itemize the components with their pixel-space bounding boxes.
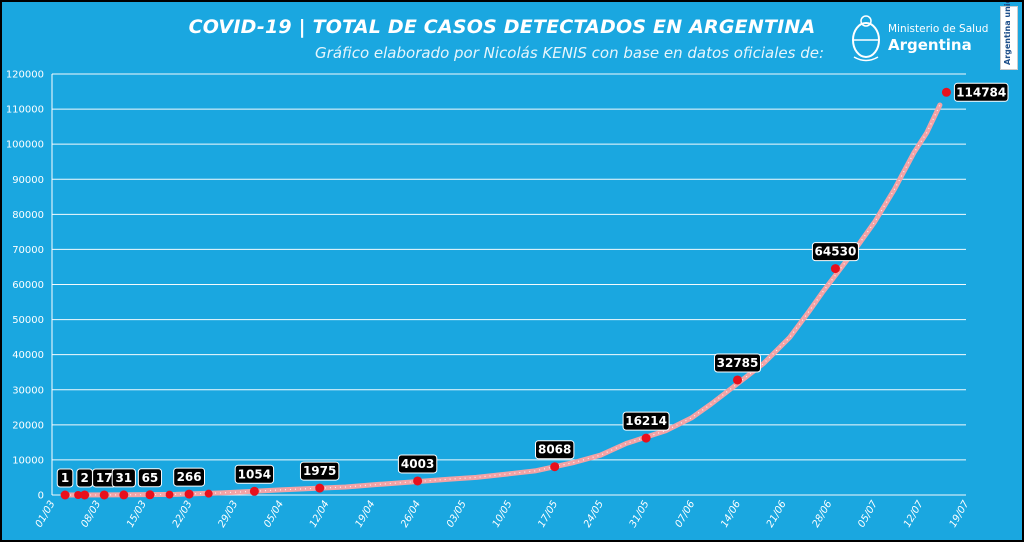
x-tick-label: 15/03 [125, 499, 149, 529]
y-tick-label: 60000 [12, 280, 44, 291]
y-tick-label: 20000 [12, 420, 44, 431]
data-label: 1 [61, 471, 69, 485]
x-tick-label: 14/06 [719, 499, 743, 529]
data-label-box [111, 468, 136, 488]
chart-title: COVID-19 | TOTAL DE CASOS DETECTADOS EN … [188, 16, 816, 38]
series-layer [60, 87, 951, 500]
data-label: 1054 [238, 467, 271, 481]
data-point-marker [550, 462, 560, 472]
data-label: 2 [80, 471, 88, 485]
data-label: 8068 [538, 443, 571, 457]
x-tick-label: 19/07 [948, 498, 972, 529]
y-tick-label: 110000 [6, 105, 44, 116]
data-label: 1975 [303, 464, 336, 478]
y-axis-ticks: 0 10000 20000 30000 40000 50000 60000 70000 8000… [6, 70, 44, 502]
data-point-marker [74, 490, 83, 499]
data-label-box [299, 461, 340, 481]
data-label: 16214 [625, 414, 667, 428]
x-tick-label: 21/06 [765, 499, 789, 529]
series-line [62, 102, 943, 498]
data-point-marker [145, 490, 155, 500]
x-tick-label: 24/05 [582, 499, 606, 529]
data-label-box [56, 468, 74, 488]
x-tick-label: 19/04 [354, 499, 378, 529]
data-point-marker [249, 486, 259, 496]
data-label-box [397, 454, 438, 474]
x-tick-label: 12/04 [308, 499, 332, 529]
data-point-marker [641, 433, 651, 443]
x-tick-label: 03/05 [445, 499, 469, 529]
y-tick-label: 40000 [12, 350, 44, 361]
data-label: 4003 [401, 457, 434, 471]
grid-lines [51, 73, 966, 496]
y-tick-label: 80000 [12, 210, 44, 221]
x-tick-label: 31/05 [628, 499, 652, 529]
data-label-box [714, 353, 761, 373]
ministry-logo: Ministerio de Salud Argentina [848, 12, 998, 68]
data-label: 65 [142, 471, 159, 485]
side-badge: Argentina unida [1000, 2, 1018, 70]
data-point-marker [315, 483, 325, 493]
data-label-box [622, 411, 670, 431]
data-label-box [173, 467, 205, 487]
chart-subtitle: Gráfico elaborado por Nicolás KENIS con … [315, 44, 824, 62]
x-tick-label: 17/05 [536, 499, 560, 529]
data-point-marker [184, 489, 194, 499]
data-label: 32785 [717, 356, 759, 370]
y-tick-label: 0 [38, 491, 44, 502]
data-point-marker [99, 490, 109, 500]
x-tick-label: 05/07 [856, 498, 880, 529]
x-tick-label: 29/03 [216, 499, 240, 529]
x-tick-label: 01/03 [34, 499, 58, 529]
data-point-marker [60, 490, 70, 500]
x-tick-label: 10/05 [491, 499, 515, 529]
x-tick-label: 08/03 [79, 499, 103, 529]
y-tick-label: 50000 [12, 315, 44, 326]
data-point-marker [204, 489, 213, 498]
data-label: 114784 [956, 85, 1006, 99]
y-tick-label: 90000 [12, 175, 44, 186]
x-tick-label: 05/04 [262, 499, 286, 529]
data-point-marker [830, 264, 840, 274]
data-label-box [535, 440, 575, 460]
x-tick-label: 26/04 [399, 499, 423, 529]
data-label: 17 [96, 471, 113, 485]
data-point-marker [165, 490, 174, 499]
logo-ministry-text: Ministerio de Salud [888, 23, 989, 35]
argentina-coat-of-arms-icon [852, 15, 880, 62]
x-axis-ticks: 01/03 08/03 15/03 22/03 29/03 05/04 12/04 19/04… [34, 498, 972, 529]
y-tick-label: 10000 [12, 455, 44, 466]
data-label: 64530 [815, 245, 857, 259]
x-tick-label: 22/03 [171, 499, 195, 529]
data-label: 266 [177, 470, 202, 484]
data-label-box [811, 242, 859, 262]
series-line-dots [65, 104, 941, 496]
data-label-box [953, 82, 1009, 102]
x-tick-label: 28/06 [811, 499, 835, 529]
data-labels: 1 2 17 31 65 266 1054 1975 4003 8068 16214 32785 645… [56, 82, 1009, 488]
y-tick-label: 120000 [6, 70, 44, 81]
y-tick-label: 100000 [6, 140, 44, 151]
y-tick-label: 70000 [12, 245, 44, 256]
y-tick-label: 30000 [12, 385, 44, 396]
data-point-marker [119, 490, 129, 500]
x-tick-label: 12/07 [902, 498, 926, 529]
data-point-marker [413, 476, 423, 486]
data-label-box [137, 468, 163, 488]
data-label-box [234, 464, 275, 484]
logo-country-text: Argentina [888, 36, 972, 54]
data-point-marker [733, 375, 742, 385]
data-label: 31 [115, 471, 132, 485]
data-point-marker [80, 490, 90, 500]
data-point-marker [941, 87, 951, 97]
x-tick-label: 07/06 [673, 499, 697, 529]
